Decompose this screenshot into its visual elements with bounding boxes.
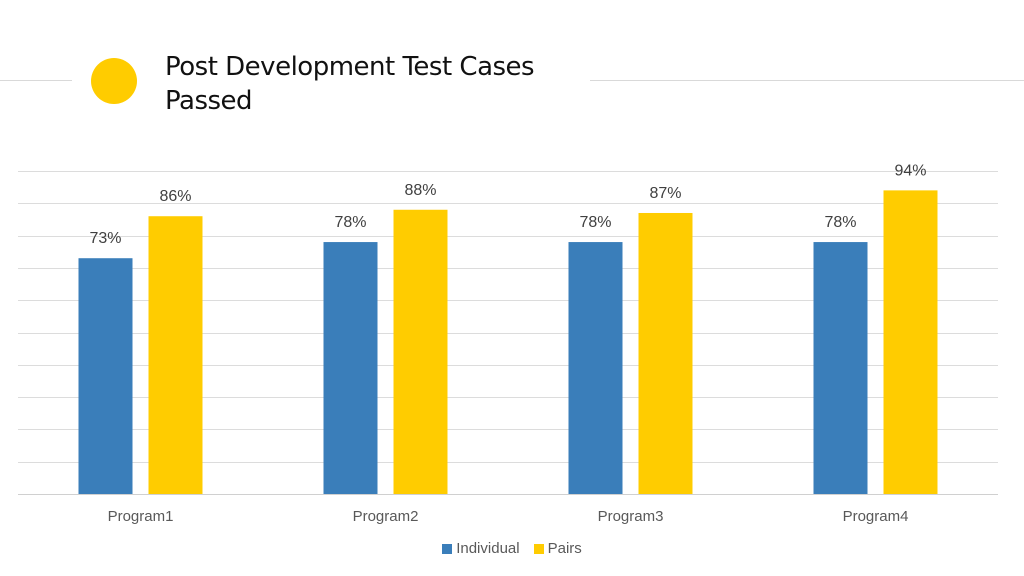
bar-pairs-program2 [393, 209, 448, 494]
header-rule-right [590, 80, 1024, 81]
category-label-program1: Program1 [108, 508, 174, 525]
bar-individual-program2 [323, 242, 378, 494]
bar-pairs-program4 [883, 190, 938, 494]
legend-swatch-individual [442, 543, 453, 554]
legend-swatch-pairs [533, 543, 544, 554]
bar-pairs-program3 [638, 212, 693, 495]
bar-individual-program1 [78, 258, 133, 494]
category-label-program3: Program3 [598, 508, 664, 525]
data-label-individual-program2: 78% [334, 214, 366, 231]
data-label-pairs-program2: 88% [404, 182, 436, 199]
data-label-individual-program1: 73% [89, 230, 121, 247]
bars [78, 190, 938, 495]
data-label-pairs-program4: 94% [894, 162, 926, 179]
legend-item-pairs: Pairs [533, 540, 582, 557]
data-labels: 73% 86% 78% 88% 78% 87% 78% 94% [89, 162, 926, 247]
legend-label-individual: Individual [456, 540, 520, 557]
slide-title: Post Development Test Cases Passed [165, 52, 535, 116]
legend-label-pairs: Pairs [547, 540, 582, 557]
bar-individual-program4 [813, 242, 868, 494]
data-label-pairs-program3: 87% [649, 185, 681, 202]
header-rule-left [0, 80, 72, 81]
bar-pairs-program1 [148, 216, 203, 494]
bar-individual-program3 [568, 242, 623, 494]
category-label-program2: Program2 [353, 508, 419, 525]
data-label-pairs-program1: 86% [159, 188, 191, 205]
category-label-program4: Program4 [843, 508, 909, 525]
legend-item-individual: Individual [442, 540, 520, 557]
data-label-individual-program4: 78% [824, 214, 856, 231]
data-label-individual-program3: 78% [579, 214, 611, 231]
legend: Individual Pairs [0, 540, 1024, 557]
accent-dot [91, 58, 137, 104]
category-labels: Program1 Program2 Program3 Program4 [108, 508, 909, 525]
